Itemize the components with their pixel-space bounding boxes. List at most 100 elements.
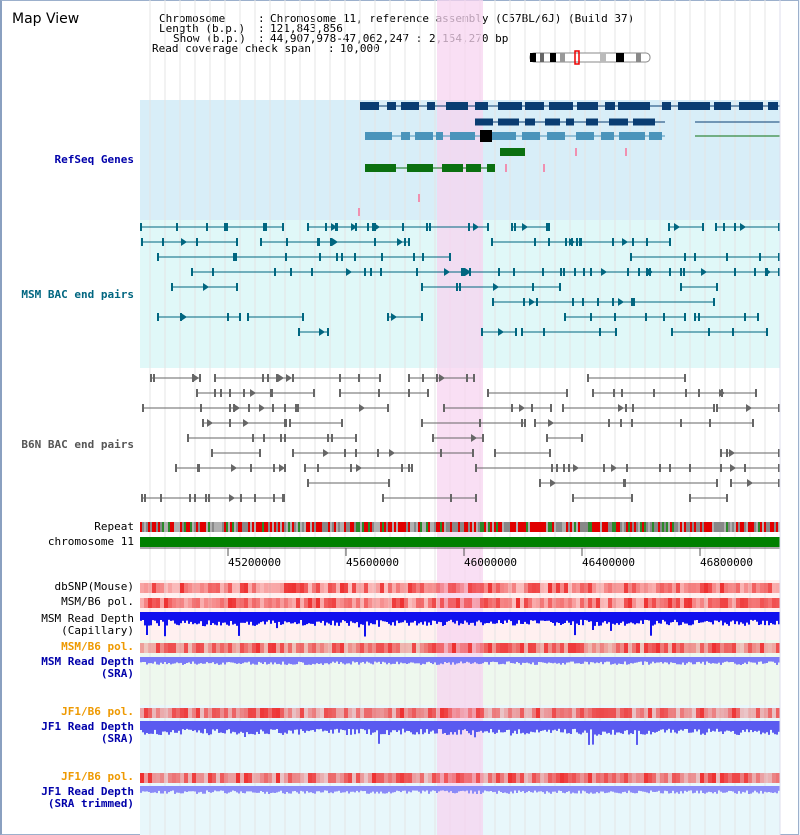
- jf1-depth-trim-bar: [168, 786, 170, 793]
- jf1-depth-sra-bar: [426, 721, 428, 730]
- msm-depth-cap-bar: [450, 612, 452, 620]
- b6n-bac-pair-end: [254, 494, 256, 502]
- repeat-tick: [736, 522, 738, 532]
- msm-b6-pol-cell: [664, 598, 668, 608]
- jf1-depth-sra-bar: [264, 721, 266, 734]
- jf1-depth-sra-bar: [452, 721, 454, 735]
- jf1-depth-trim-bar: [454, 786, 456, 794]
- msm-bac-pair-end: [372, 223, 374, 231]
- msm-depth-sra-bar: [466, 657, 468, 662]
- dbsnp-cell: [660, 583, 664, 593]
- jf1-depth-sra-bar: [630, 721, 632, 734]
- jf1-depth-sra-bar: [754, 721, 756, 731]
- msm-b6-pol-cell: [616, 598, 620, 608]
- msm-depth-cap-bar: [158, 612, 160, 626]
- jf1-depth-sra-bar: [248, 721, 250, 735]
- b6n-bac-pair-end: [202, 419, 204, 427]
- b6n-bac-pair-end: [524, 419, 526, 427]
- b6n-bac-pair-end: [730, 479, 732, 487]
- msm-b6-pol-cell: [428, 643, 432, 653]
- jf1-depth-trim-bar: [278, 786, 280, 792]
- repeat-tick: [486, 522, 488, 532]
- jf1-depth-sra-bar: [722, 721, 724, 734]
- dbsnp-cell: [408, 583, 412, 593]
- msm-b6-pol-cell: [336, 643, 340, 653]
- jf1-depth-sra-bar: [334, 721, 336, 730]
- msm-bac-pair-end: [265, 223, 267, 231]
- jf1-depth-sra-bar: [654, 721, 656, 733]
- jf1-b6-pol-cell: [156, 773, 160, 783]
- msm-bac-pair-end: [408, 238, 410, 246]
- jf1-depth-trim-bar: [576, 786, 578, 794]
- jf1-depth-trim-bar: [306, 786, 308, 792]
- repeat-tick: [616, 522, 618, 532]
- msm-depth-cap-bar: [396, 612, 398, 621]
- msm-depth-sra-bar: [388, 657, 390, 663]
- repeat-tick: [350, 522, 352, 532]
- msm-depth-cap-bar: [310, 612, 312, 624]
- msm-b6-pol-cell: [204, 643, 208, 653]
- jf1-b6-pol-cell: [768, 708, 772, 718]
- jf1-depth-trim-bar: [646, 786, 648, 793]
- jf1-b6-pol-cell: [228, 773, 232, 783]
- b6n-bac-pair-end: [421, 419, 423, 427]
- repeat-tick: [612, 522, 614, 532]
- msm-depth-sra-bar: [294, 657, 296, 665]
- msm-b6-pol-cell: [236, 598, 240, 608]
- jf1-depth-trim-bar: [354, 786, 356, 793]
- jf1-b6-pol-cell: [768, 773, 772, 783]
- jf1-b6-pol-cell: [508, 773, 512, 783]
- b6n-bac-pair-arrow: [746, 404, 752, 412]
- repeat-tick: [354, 522, 356, 532]
- dbsnp-cell: [764, 583, 768, 593]
- jf1-depth-sra-bar: [504, 721, 506, 733]
- msm-depth-cap-bar: [698, 612, 700, 623]
- msm-depth-cap-bar: [220, 612, 222, 626]
- jf1-depth-trim-bar: [296, 786, 298, 793]
- jf1-depth-sra-bar: [502, 721, 504, 733]
- jf1-depth-sra-bar: [238, 721, 240, 734]
- msm-depth-cap-bar: [416, 612, 418, 626]
- jf1-depth-sra-bar: [636, 721, 638, 745]
- jf1-b6-pol-cell: [228, 708, 232, 718]
- jf1-depth-sra-bar: [758, 721, 760, 731]
- msm-depth-cap-bar: [608, 612, 610, 623]
- jf1-depth-sra-bar: [212, 721, 214, 730]
- repeat-tick: [192, 522, 194, 532]
- msm-b6-pol-cell: [256, 598, 260, 608]
- msm-b6-pol-cell: [468, 643, 472, 653]
- jf1-b6-pol-cell: [508, 708, 512, 718]
- jf1-depth-sra-bar: [652, 721, 654, 732]
- msm-depth-cap-bar: [750, 612, 752, 620]
- repeat-tick: [378, 522, 380, 532]
- dbsnp-cell: [640, 583, 644, 593]
- msm-b6-pol-cell: [284, 598, 288, 608]
- jf1-b6-pol-cell: [468, 708, 472, 718]
- jf1-depth-trim-bar: [530, 786, 532, 793]
- dbsnp-cell: [272, 583, 276, 593]
- msm-depth-cap-bar: [710, 612, 712, 623]
- jf1-depth-sra-bar: [320, 721, 322, 729]
- msm-b6-pol-cell: [672, 598, 676, 608]
- jf1-depth-trim-bar: [208, 786, 210, 792]
- b6n-bac-pair-end: [684, 374, 686, 382]
- jf1-depth-sra-bar: [244, 721, 246, 737]
- dbsnp-cell: [700, 583, 704, 593]
- repeat-tick: [362, 522, 364, 532]
- b6n-bac-pair-end: [716, 404, 718, 412]
- msm-b6-pol-cell: [444, 598, 448, 608]
- msm-depth-sra-bar: [188, 657, 190, 663]
- jf1-depth-sra-bar: [402, 721, 404, 729]
- jf1-b6-pol-cell: [448, 773, 452, 783]
- msm-depth-sra-bar: [670, 657, 672, 663]
- jf1-depth-sra-bar: [474, 721, 476, 738]
- msm-b6-pol-cell: [240, 598, 244, 608]
- msm-bac-pair-end: [698, 313, 700, 321]
- jf1-b6-pol-cell: [252, 773, 256, 783]
- msm-depth-sra-bar: [602, 657, 604, 665]
- b6n-bac-pair-end: [494, 449, 496, 457]
- jf1-depth-sra-bar: [472, 721, 474, 731]
- msm-b6-pol-cell: [716, 643, 720, 653]
- repeat-tick: [336, 522, 338, 532]
